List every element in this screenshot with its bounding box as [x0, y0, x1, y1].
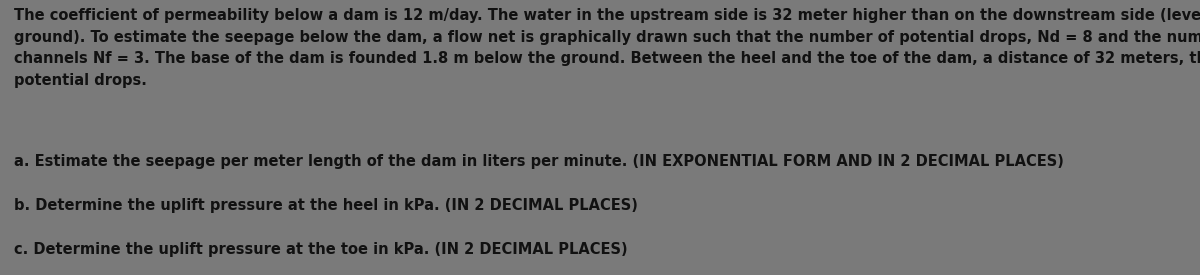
Text: c. Determine the uplift pressure at the toe in kPa. (IN 2 DECIMAL PLACES): c. Determine the uplift pressure at the … [14, 242, 628, 257]
Text: The coefficient of permeability below a dam is 12 m/day. The water in the upstre: The coefficient of permeability below a … [14, 8, 1200, 88]
Text: a. Estimate the seepage per meter length of the dam in liters per minute. (IN EX: a. Estimate the seepage per meter length… [14, 154, 1064, 169]
Text: b. Determine the uplift pressure at the heel in kPa. (IN 2 DECIMAL PLACES): b. Determine the uplift pressure at the … [14, 198, 638, 213]
